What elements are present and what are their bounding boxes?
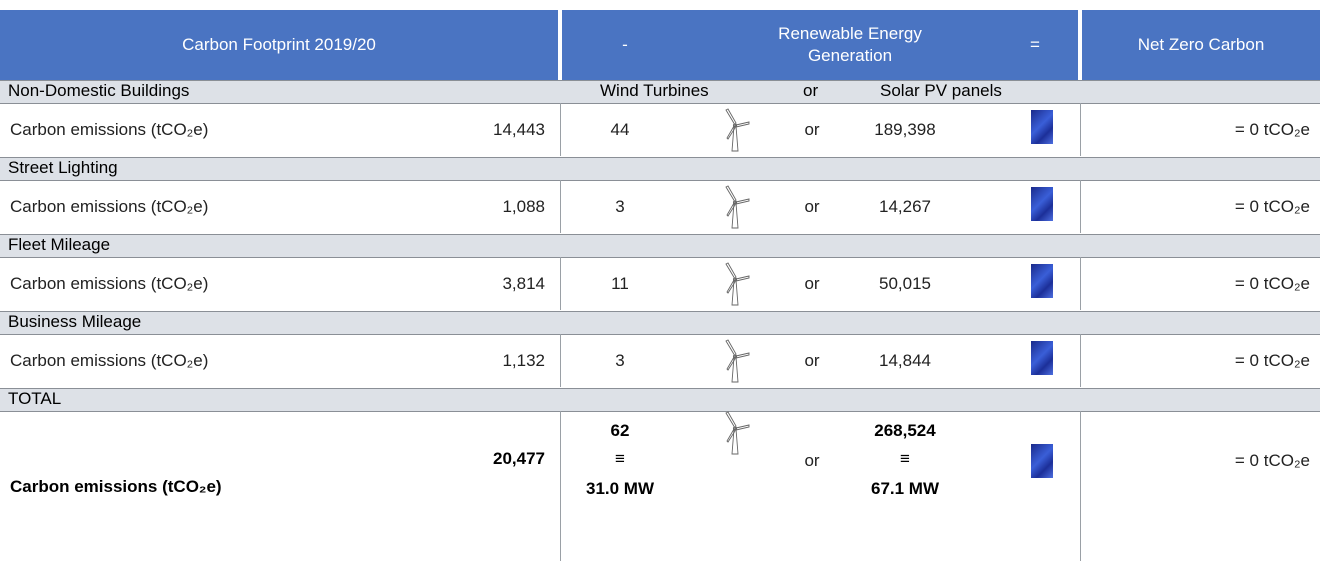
net-zero: = 0 tCO₂e (1234, 197, 1310, 216)
or-label: or (804, 351, 820, 370)
column-divider (560, 257, 561, 310)
column-divider (560, 411, 561, 561)
section-row (0, 311, 1320, 335)
solar-panel-icon (1031, 187, 1053, 221)
column-divider (1080, 257, 1081, 310)
section-row (0, 157, 1320, 181)
wind-count: 44 (610, 120, 630, 139)
wind-turbine-icon (719, 262, 751, 306)
wind-turbine-icon (719, 339, 751, 383)
solar-count: 14,267 (879, 197, 931, 216)
subheader-wind: Wind Turbines (600, 81, 709, 100)
solar-panel-icon (1031, 264, 1053, 298)
solar-panel-icon (1031, 444, 1053, 478)
turbine-drawing (725, 262, 750, 306)
header-minus: - (622, 35, 628, 54)
or-label: or (804, 197, 820, 216)
or-label: or (804, 120, 820, 139)
solar-count: 189,398 (874, 120, 936, 139)
net-zero: = 0 tCO₂e (1234, 451, 1310, 470)
solar-capacity: 67.1 MW (870, 479, 940, 498)
or-label: or (804, 274, 820, 293)
turbine-drawing (725, 411, 750, 455)
column-divider (1080, 411, 1081, 561)
header-generation: Renewable Energy Generation (778, 24, 922, 65)
net-zero: = 0 tCO₂e (1234, 351, 1310, 370)
emissions-value: 3,814 (502, 274, 545, 293)
page: {"header": {"title": "Carbon Footprint 2… (0, 10, 1320, 561)
solar-count: 50,015 (879, 274, 931, 293)
emissions-value: 14,443 (493, 120, 545, 139)
section-name: Non-Domestic Buildings (8, 81, 190, 100)
turbine-drawing (725, 185, 750, 229)
section-name: Street Lighting (8, 158, 118, 177)
header-cell: Net Zero Carbon (1082, 10, 1320, 80)
column-divider (1080, 334, 1081, 387)
section-row (0, 234, 1320, 258)
emissions-value: 20,477 (493, 449, 545, 468)
or-label: or (804, 451, 820, 470)
solar-equivalence: ≡ (900, 449, 910, 468)
wind-count: 3 (615, 351, 625, 370)
header-cell (562, 10, 1078, 80)
wind-capacity: 31.0 MW (585, 479, 655, 498)
section-name: TOTAL (8, 389, 62, 408)
column-divider (1080, 180, 1081, 233)
row-label: Carbon emissions (tCO₂e) (10, 477, 222, 496)
subheader-solar: Solar PV panels (880, 81, 1002, 100)
emissions-value: 1,132 (502, 351, 545, 370)
column-divider (560, 180, 561, 233)
wind-turbine-icon (719, 411, 751, 455)
solar-count: 268,524 (874, 421, 936, 440)
column-divider (560, 334, 561, 387)
subheader-or: or (803, 81, 819, 100)
net-zero: = 0 tCO₂e (1234, 274, 1310, 293)
header-result: Net Zero Carbon (1137, 35, 1265, 54)
section-name: Fleet Mileage (8, 235, 111, 254)
column-divider (1080, 103, 1081, 156)
wind-turbine-icon (719, 185, 751, 229)
wind-count: 11 (611, 274, 629, 293)
row-label: Carbon emissions (tCO₂e) (10, 197, 209, 216)
solar-count: 14,844 (879, 351, 931, 370)
wind-equivalence: ≡ (615, 449, 625, 468)
row-label: Carbon emissions (tCO₂e) (10, 120, 209, 139)
header-cell: Carbon Footprint 2019/20 (0, 10, 558, 80)
solar-panel-icon (1031, 341, 1053, 375)
wind-turbine-icon (719, 108, 751, 152)
emissions-value: 1,088 (502, 197, 545, 216)
turbine-drawing (725, 108, 750, 152)
net-zero: = 0 tCO₂e (1234, 120, 1310, 139)
column-divider (560, 103, 561, 156)
wind-count: 62 (610, 421, 630, 440)
solar-panel-icon (1031, 110, 1053, 144)
wind-count: 3 (615, 197, 625, 216)
section-row (0, 80, 1320, 104)
row-label: Carbon emissions (tCO₂e) (10, 274, 209, 293)
section-row (0, 388, 1320, 412)
header-title: Carbon Footprint 2019/20 (182, 35, 376, 54)
row-label: Carbon emissions (tCO₂e) (10, 351, 209, 370)
header-equals: = (1030, 35, 1040, 54)
section-name: Business Mileage (8, 312, 142, 331)
turbine-drawing (725, 339, 750, 383)
